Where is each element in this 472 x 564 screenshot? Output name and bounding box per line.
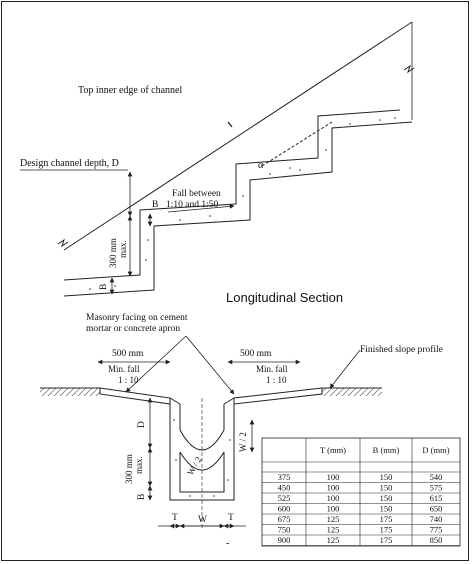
- longitudinal-section: α Top inner edge of channel Design chann…: [20, 21, 415, 305]
- height-1: 300 mm: [124, 454, 134, 484]
- left-width-label: 500 mm: [112, 349, 144, 359]
- fall-label-1: Fall between: [172, 189, 221, 199]
- table-cell: 175: [380, 514, 393, 524]
- slope-label: Finished slope profile: [360, 344, 443, 355]
- min-fall-left-1: Min. fall: [108, 364, 140, 374]
- channel-top-right: [223, 397, 235, 405]
- masonry-leader-right: [185, 335, 235, 395]
- masonry-label-1: Masonry facing on cement: [86, 312, 188, 323]
- table-cell: 175: [380, 535, 393, 545]
- w2-label: W / 2: [238, 432, 248, 452]
- channel-top-left: [169, 397, 181, 405]
- d-label: D: [137, 421, 147, 428]
- table-cell: 150: [380, 504, 393, 514]
- step-bed-inner: [63, 109, 401, 281]
- table-cell: 900: [278, 535, 291, 545]
- channel-stipple: [173, 419, 231, 497]
- table-cell: 750: [278, 525, 291, 535]
- table-cell: 450: [278, 483, 291, 493]
- b-label-cross: B: [137, 494, 147, 500]
- concrete-stipple: [89, 117, 396, 290]
- table-cell: 740: [430, 514, 443, 524]
- table-cell: 100: [327, 493, 340, 503]
- w-label: W: [198, 515, 207, 525]
- height-2: max.: [134, 456, 144, 474]
- table-cell: 615: [430, 493, 443, 503]
- cross-section: Masonry facing on cement mortar or concr…: [40, 312, 443, 549]
- apron-right: [233, 387, 323, 405]
- depth-label: Design channel depth, D: [20, 158, 119, 169]
- table-cell: 525: [278, 493, 291, 503]
- slope-tick: [227, 121, 233, 128]
- alpha-label: α: [258, 160, 264, 171]
- ground-left: [40, 388, 100, 396]
- table-cells: T (mm) B (mm) D (mm) 375 100 150 540 450 100 150 5…: [278, 445, 450, 545]
- table-header-cell: D (mm): [422, 445, 449, 455]
- table-header-cell: T (mm): [320, 445, 346, 455]
- step-height-1: 300 mm: [108, 238, 118, 268]
- table-cell: 575: [430, 483, 443, 493]
- b-label-bottom: B: [99, 284, 109, 290]
- b-label-top: B: [152, 200, 158, 210]
- fall-label-2: 1:10 and 1:50: [166, 200, 218, 210]
- min-fall-left-2: 1 : 10: [118, 375, 139, 385]
- ground-right: [322, 388, 382, 396]
- table-cell: 650: [430, 504, 443, 514]
- w2-radius-label: W / 2: [185, 455, 204, 477]
- table-cell: 175: [380, 525, 393, 535]
- table-cell: 100: [327, 504, 340, 514]
- table-cell: 150: [380, 472, 393, 482]
- table-cell: 850: [430, 535, 443, 545]
- break-mark-left: [57, 238, 69, 248]
- t-left-label: T: [172, 513, 178, 523]
- table-cell: 125: [327, 525, 340, 535]
- break-mark-top: [403, 64, 415, 74]
- top-edge-label: Top inner edge of channel: [78, 85, 182, 96]
- table-cell: 375: [278, 472, 291, 482]
- top-slope-line: [63, 21, 413, 251]
- fall-arrow: [167, 204, 235, 213]
- table-cell: 125: [327, 535, 340, 545]
- alpha-dashed-line: [261, 121, 333, 167]
- table-cell: 150: [380, 493, 393, 503]
- section-title: Longitudinal Section: [226, 290, 343, 305]
- table-grid: [262, 438, 460, 546]
- apron-left: [99, 387, 171, 405]
- dimension-table: T (mm) B (mm) D (mm) 375 100 150 540 450 100 150 5…: [261, 437, 461, 547]
- table-border: [261, 437, 461, 547]
- table-cell: 775: [430, 525, 443, 535]
- table-cell: 600: [278, 504, 291, 514]
- table-cell: 150: [380, 483, 393, 493]
- table-cell: 100: [327, 483, 340, 493]
- masonry-label-2: mortar or concrete apron: [86, 324, 180, 334]
- right-width-label: 500 mm: [240, 349, 272, 359]
- table-cell: 125: [327, 514, 340, 524]
- slope-leader: [329, 349, 361, 389]
- dash-mark: -: [226, 538, 229, 549]
- min-fall-right-1: Min. fall: [256, 364, 288, 374]
- t-right-label: T: [228, 513, 234, 523]
- table-cell: 540: [430, 472, 443, 482]
- table-cell: 675: [278, 514, 291, 524]
- step-bed-outer: [63, 121, 413, 297]
- table-cell: 100: [327, 472, 340, 482]
- step-height-2: max.: [118, 240, 128, 258]
- min-fall-right-2: 1 : 10: [266, 375, 287, 385]
- table-header-cell: B (mm): [373, 445, 400, 455]
